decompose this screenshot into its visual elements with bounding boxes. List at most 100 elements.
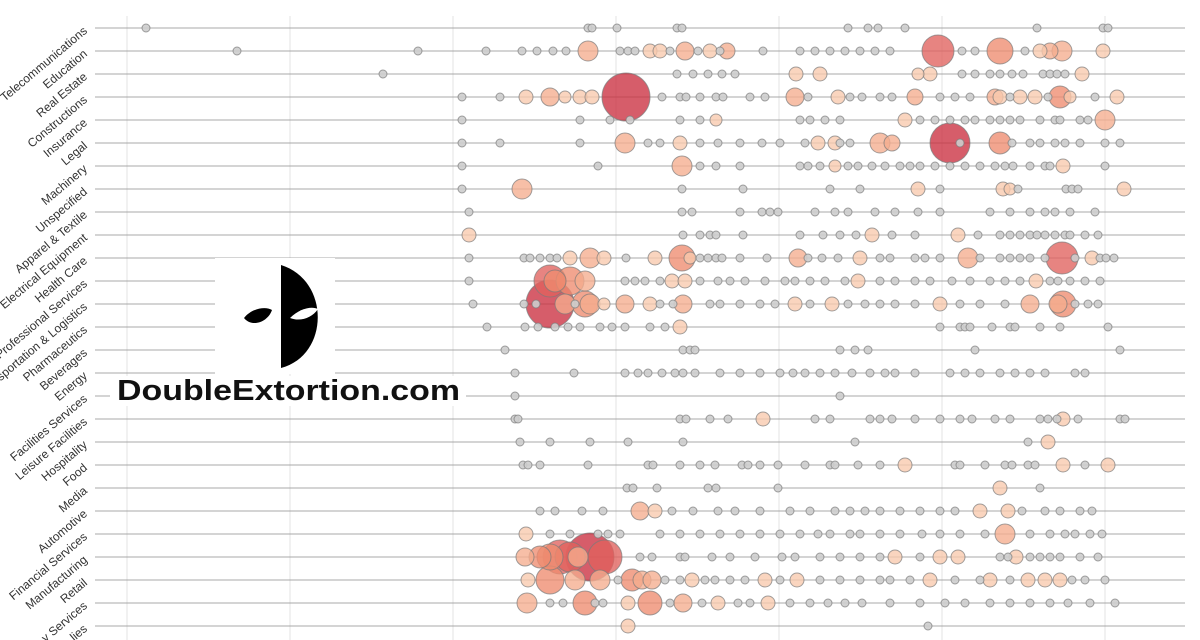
- bubble: [695, 460, 705, 470]
- bubble: [713, 276, 723, 286]
- bubble: [652, 43, 668, 59]
- bubble: [760, 92, 770, 102]
- bubble: [950, 506, 960, 516]
- bubble: [935, 207, 945, 217]
- bubble: [1070, 299, 1080, 309]
- bubble: [540, 87, 560, 107]
- bubble: [1000, 503, 1016, 519]
- bubble: [890, 368, 900, 378]
- bubble: [575, 115, 585, 125]
- bubble: [703, 69, 713, 79]
- bubble: [830, 89, 846, 105]
- bubble: [760, 276, 770, 286]
- bubble: [847, 368, 857, 378]
- bubble: [795, 230, 805, 240]
- bubble: [625, 115, 635, 125]
- bubble: [675, 460, 685, 470]
- bubble: [1043, 92, 1053, 102]
- bubble: [785, 598, 795, 608]
- bubble: [990, 414, 1000, 424]
- bubble: [1005, 230, 1015, 240]
- watermark: DoubleExtortion.com: [117, 375, 460, 407]
- bubble: [693, 46, 703, 56]
- bubble: [723, 414, 733, 424]
- bubble: [700, 575, 710, 585]
- bubble: [637, 590, 663, 616]
- bubble: [875, 552, 885, 562]
- bubble: [564, 569, 586, 591]
- bubble: [803, 92, 813, 102]
- bubble: [565, 529, 575, 539]
- bubble: [920, 253, 930, 263]
- bubble: [1018, 69, 1028, 79]
- bubble: [1100, 575, 1110, 585]
- bubble: [543, 269, 567, 293]
- bubble: [141, 23, 151, 33]
- bubble: [1116, 181, 1132, 197]
- bubble: [795, 161, 805, 171]
- bubble: [730, 506, 740, 516]
- bubble: [735, 207, 745, 217]
- bubble: [870, 207, 880, 217]
- bubble: [1090, 92, 1100, 102]
- bubble: [711, 483, 721, 493]
- bubble: [730, 69, 740, 79]
- bubble: [1087, 506, 1097, 516]
- bubble: [1030, 460, 1040, 470]
- bubble: [587, 23, 597, 33]
- bubble: [655, 138, 665, 148]
- bubble: [843, 299, 853, 309]
- bubble: [803, 161, 813, 171]
- bubble: [545, 598, 555, 608]
- bubble: [805, 299, 815, 309]
- bubble: [695, 529, 705, 539]
- bubble: [1040, 506, 1050, 516]
- bubble: [715, 529, 725, 539]
- bubble: [935, 414, 945, 424]
- bubble: [630, 46, 640, 56]
- bubble: [657, 92, 667, 102]
- bubble: [575, 138, 585, 148]
- bubble: [1100, 138, 1110, 148]
- bubble: [468, 299, 478, 309]
- bubble: [1115, 345, 1125, 355]
- bubble: [985, 115, 995, 125]
- bubble: [910, 181, 926, 197]
- bubble: [615, 529, 625, 539]
- bubble: [900, 23, 910, 33]
- bubble: [647, 250, 663, 266]
- bubble: [755, 368, 765, 378]
- bubble: [855, 184, 865, 194]
- bubble: [1063, 598, 1073, 608]
- bubble: [875, 299, 885, 309]
- bubble: [598, 506, 608, 516]
- bubble: [1075, 506, 1085, 516]
- bubble: [992, 89, 1008, 105]
- bubble: [577, 40, 599, 62]
- bubble: [713, 138, 723, 148]
- bubble: [923, 621, 933, 631]
- bubble: [1040, 434, 1056, 450]
- bubble: [773, 207, 783, 217]
- bubble: [675, 575, 685, 585]
- bubble: [773, 460, 783, 470]
- bubble: [1065, 207, 1075, 217]
- bubble: [992, 480, 1008, 496]
- bubble: [703, 253, 713, 263]
- bubble: [519, 299, 529, 309]
- bubble: [795, 115, 805, 125]
- bubble: [1000, 299, 1010, 309]
- bubble: [702, 43, 718, 59]
- bubble: [975, 253, 985, 263]
- bubble: [695, 92, 705, 102]
- bubble: [970, 345, 980, 355]
- bubble: [935, 184, 945, 194]
- bubble: [975, 368, 985, 378]
- bubble: [464, 276, 474, 286]
- bubble: [815, 575, 825, 585]
- bubble: [1048, 294, 1068, 314]
- bubble: [815, 552, 825, 562]
- bubble: [1103, 322, 1113, 332]
- bubble: [935, 322, 945, 332]
